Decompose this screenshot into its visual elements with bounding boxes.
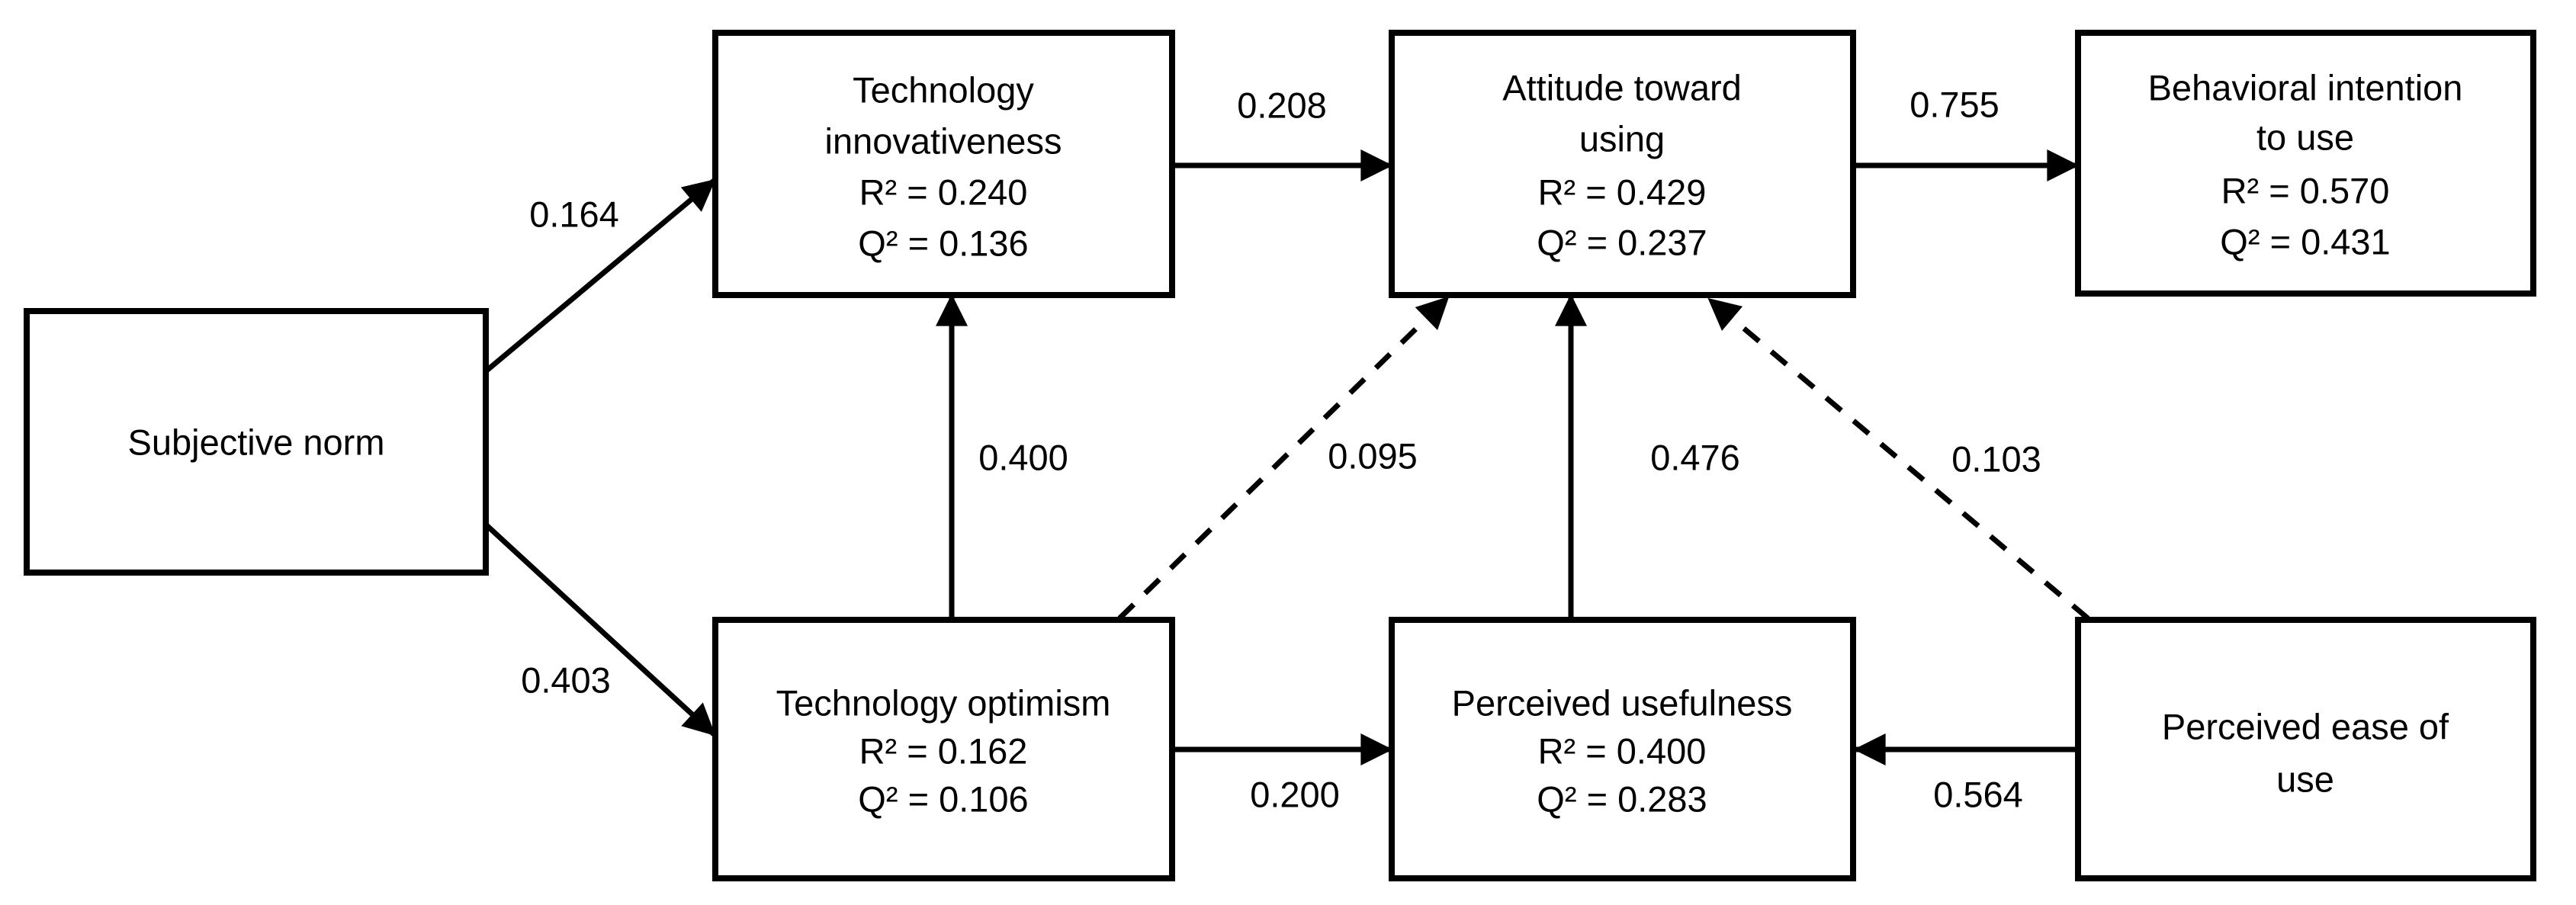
node-technology-innovativeness: Technology innovativeness R² = 0.240 Q² … [712,30,1175,298]
node-label-line1: Attitude toward [1502,68,1742,108]
edge-subjective-norm-to-technology-optimism [483,522,716,737]
node-q-squared: Q² = 0.431 [2220,222,2390,262]
node-subjective-norm: Subjective norm [24,308,489,576]
edge-subjective-norm-to-technology-innovativeness [483,178,716,374]
node-box [712,617,1175,881]
node-box [24,308,489,576]
node-r-squared: R² = 0.400 [1538,731,1707,772]
node-box [1389,30,1856,298]
node-label-line2: to use [2256,117,2354,158]
coef-label-peou-att: 0.103 [1951,439,2041,480]
node-r-squared: R² = 0.162 [859,731,1028,772]
node-technology-optimism: Technology optimism R² = 0.162 Q² = 0.10… [712,617,1175,881]
node-box [712,30,1175,298]
node-q-squared: Q² = 0.283 [1537,779,1707,820]
node-attitude-toward-using: Attitude toward using R² = 0.429 Q² = 0.… [1389,30,1856,298]
coef-label-sn-to: 0.403 [521,660,611,701]
node-q-squared: Q² = 0.237 [1537,223,1707,263]
coef-label-to-pu: 0.200 [1250,775,1340,815]
coef-label-att-bi: 0.755 [1910,85,1999,125]
edge-technology-optimism-to-attitude-dashed [1117,296,1450,621]
node-box [2075,30,2536,297]
node-box [2075,617,2536,881]
coef-label-sn-ti: 0.164 [529,194,619,235]
coef-label-ti-att: 0.208 [1237,85,1327,126]
node-q-squared: Q² = 0.136 [858,223,1028,264]
node-label-line2: innovativeness [825,121,1062,162]
node-label-line1: Perceived ease of [2162,707,2449,747]
edge-perceived-ease-of-use-to-attitude-dashed [1707,297,2090,621]
coefficient-labels: 0.164 0.403 0.208 0.755 0.400 0.095 0.47… [521,85,2041,815]
node-label-line1: Technology optimism [776,683,1111,724]
node-r-squared: R² = 0.240 [859,172,1028,213]
node-label: Subjective norm [128,422,385,463]
node-label-line1: Behavioral intention [2148,68,2463,108]
coef-label-peou-pu: 0.564 [1933,775,2023,815]
coef-label-to-att: 0.095 [1328,436,1418,477]
edge-group [483,149,2090,765]
node-behavioral-intention-to-use: Behavioral intention to use R² = 0.570 Q… [2075,30,2536,297]
node-label-line2: using [1579,119,1665,159]
node-q-squared: Q² = 0.106 [858,779,1028,820]
node-r-squared: R² = 0.570 [2221,171,2390,211]
node-label-line2: use [2276,759,2334,800]
coef-label-pu-att: 0.476 [1650,438,1740,478]
node-r-squared: R² = 0.429 [1538,172,1707,213]
node-label-line1: Perceived usefulness [1452,683,1793,724]
node-perceived-ease-of-use: Perceived ease of use [2075,617,2536,881]
node-box [1389,617,1856,881]
coef-label-to-ti: 0.400 [978,438,1068,478]
node-perceived-usefulness: Perceived usefulness R² = 0.400 Q² = 0.2… [1389,617,1856,881]
node-label-line1: Technology [853,70,1034,111]
